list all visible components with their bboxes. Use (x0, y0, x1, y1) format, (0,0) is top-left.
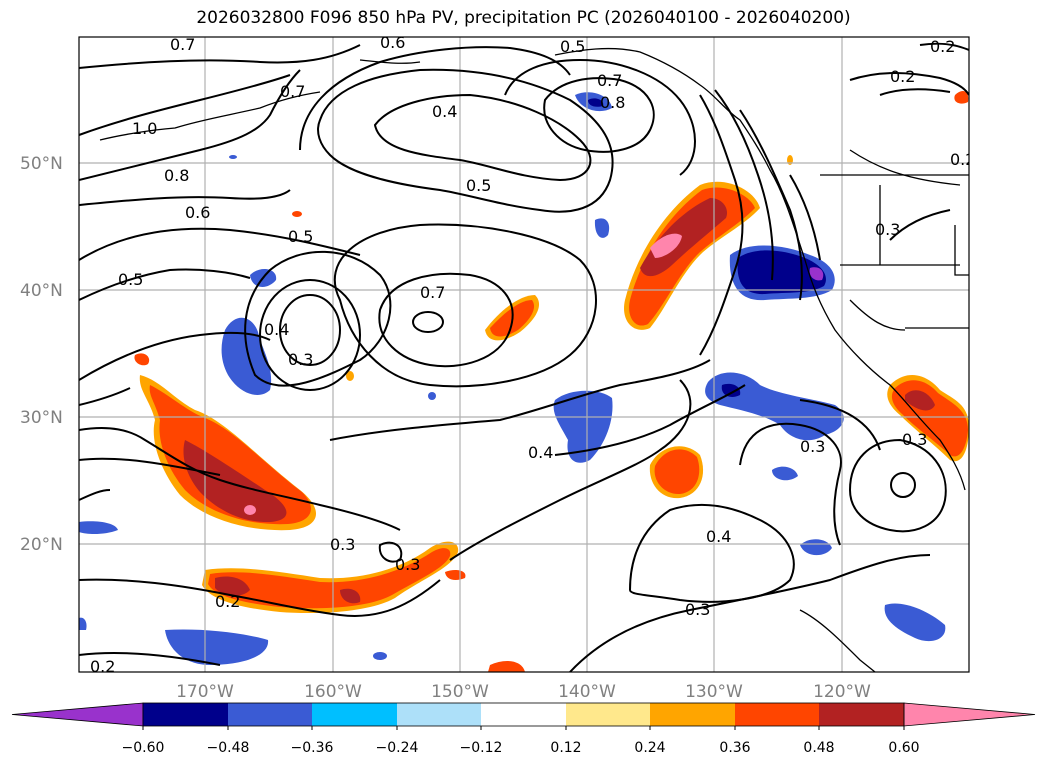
colorbar-extend-high (903, 702, 1036, 727)
contour-label: 0.3 (875, 220, 900, 239)
lon-label: 120°W (813, 682, 871, 702)
lat-label: 40°N (20, 281, 63, 301)
colorbar-tick: 0.24 (634, 740, 665, 756)
precip-neg-west (221, 317, 272, 395)
contour-label: 0.3 (395, 555, 420, 574)
colorbar-segment (143, 703, 228, 726)
contour-label: 0.7 (597, 71, 622, 90)
colorbar-tick: −0.60 (122, 740, 165, 756)
contour-label: 1.0 (132, 119, 157, 138)
contour-labels: 0.7 0.6 0.5 0.7 1.0 0.8 0.6 0.5 0.5 0.4 … (90, 33, 975, 676)
lon-label: 140°W (558, 682, 616, 702)
contour-label: 0.2 (950, 150, 975, 169)
colorbar-frame (142, 702, 905, 727)
contour-label: 0.2 (90, 657, 115, 676)
colorbar-extend-low (11, 702, 144, 727)
map-area: 0.7 0.6 0.5 0.7 1.0 0.8 0.6 0.5 0.5 0.4 … (79, 33, 975, 676)
lat-label: 30°N (20, 408, 63, 428)
colorbar-segment (819, 703, 904, 726)
pv-contours (79, 42, 969, 672)
contour-label: 0.2 (930, 37, 955, 56)
contour-label: 0.2 (215, 592, 240, 611)
lat-label: 50°N (20, 154, 63, 174)
colorbar-segment (650, 703, 735, 726)
colorbar-tick-labels: −0.60 −0.48 −0.36 −0.24 −0.12 0.12 0.24 … (122, 740, 920, 756)
colorbar-segment (312, 703, 397, 726)
colorbar-tick: −0.36 (291, 740, 334, 756)
lat-label: 20°N (20, 535, 63, 555)
contour-label: 0.3 (800, 437, 825, 456)
precip-negative-shading (79, 92, 946, 665)
contour-label: 0.3 (330, 535, 355, 554)
latitude-labels: 50°N 40°N 30°N 20°N (20, 154, 63, 555)
colorbar-segment (481, 703, 566, 726)
graticule (79, 37, 969, 672)
colorbar-tick: −0.12 (460, 740, 503, 756)
contour-label: 0.6 (185, 203, 210, 222)
colorbar-segment (397, 703, 481, 726)
contour-label: 0.4 (432, 102, 457, 121)
contour-label: 0.7 (170, 35, 195, 54)
longitude-labels: 170°W 160°W 150°W 140°W 130°W 120°W (176, 682, 871, 702)
contour-label: 0.3 (902, 430, 927, 449)
contour-label: 0.2 (890, 67, 915, 86)
contour-label: 0.7 (280, 82, 305, 101)
contour-label: 0.3 (685, 600, 710, 619)
contour-label: 0.4 (528, 443, 553, 462)
colorbar-tick: 0.48 (803, 740, 834, 756)
contour-label: 0.7 (420, 283, 445, 302)
coastlines (99, 47, 969, 672)
precip-positive-shading (134, 90, 969, 672)
colorbar-tick: −0.48 (207, 740, 250, 756)
colorbar-segment (228, 703, 312, 726)
lon-label: 170°W (176, 682, 234, 702)
precip-neg-southeast (705, 372, 844, 441)
colorbar-tick: 0.36 (719, 740, 750, 756)
contour-label: 0.8 (600, 93, 625, 112)
colorbar-tick: 0.12 (550, 740, 581, 756)
colorbar-tick: −0.24 (376, 740, 419, 756)
contour-label: 0.4 (264, 320, 289, 339)
precip-neg-central (553, 390, 613, 463)
contour-label: 0.5 (118, 270, 143, 289)
colorbar-segment (735, 703, 819, 726)
colorbar-tick: 0.60 (888, 740, 919, 756)
lon-label: 130°W (685, 682, 743, 702)
contour-label: 0.5 (288, 227, 313, 246)
lon-label: 160°W (304, 682, 362, 702)
lon-label: 150°W (431, 682, 489, 702)
contour-label: 0.3 (288, 350, 313, 369)
colorbar (11, 702, 1036, 730)
contour-label: 0.8 (164, 166, 189, 185)
contour-label: 0.6 (380, 33, 405, 52)
colorbar-segment (566, 703, 650, 726)
contour-label: 0.5 (466, 176, 491, 195)
map-title: 2026032800 F096 850 hPa PV, precipitatio… (196, 8, 851, 28)
contour-label: 0.4 (706, 527, 731, 546)
map-frame (78, 36, 970, 673)
contour-label: 0.5 (560, 37, 585, 56)
